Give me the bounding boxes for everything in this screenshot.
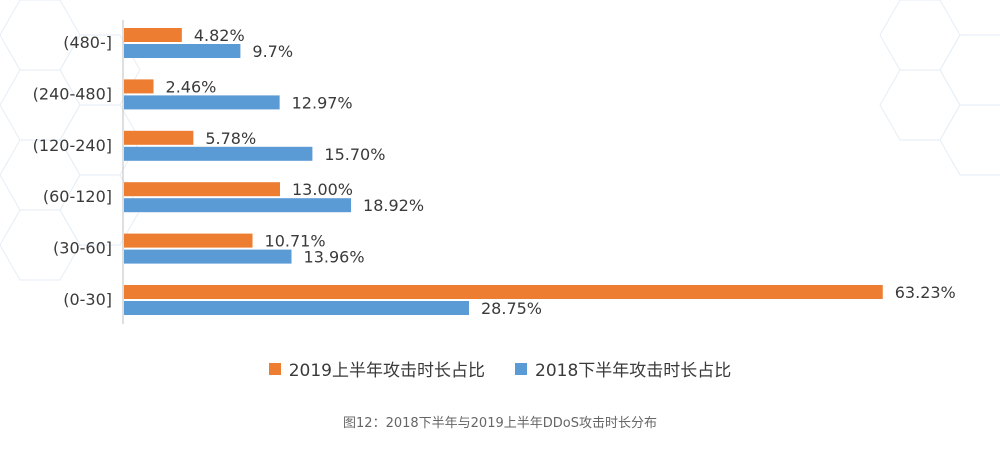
data-label-series1-cat-5: 28.75% <box>481 299 542 318</box>
bar-series1-cat-0 <box>124 44 241 58</box>
data-label-series1-cat-1: 12.97% <box>292 93 353 112</box>
legend-swatch-2018h2 <box>515 362 527 375</box>
bar-series0-cat-5 <box>124 285 883 299</box>
figure-caption: 图12：2018下半年与2019上半年DDoS攻击时长分布 <box>343 416 657 431</box>
data-label-series1-cat-0: 9.7% <box>252 42 293 61</box>
data-label-series0-cat-1: 2.46% <box>166 77 217 96</box>
bar-series1-cat-5 <box>124 301 469 315</box>
legend-label-2018h2: 2018下半年攻击时长占比 <box>535 361 732 381</box>
category-label-cat-1: (240-480] <box>33 84 112 103</box>
data-label-series0-cat-5: 63.23% <box>895 283 956 302</box>
bar-series0-cat-0 <box>124 28 182 42</box>
bar-series1-cat-3 <box>124 198 352 213</box>
bar-series0-cat-1 <box>124 79 154 94</box>
bar-series0-cat-3 <box>124 182 280 197</box>
legend: 2019上半年攻击时长占比 2018下半年攻击时长占比 <box>0 356 1000 381</box>
category-label-cat-4: (30-60] <box>53 239 112 258</box>
legend-item-2019h1: 2019上半年攻击时长占比 <box>268 356 485 381</box>
legend-label-2019h1: 2019上半年攻击时长占比 <box>288 361 485 381</box>
bar-series0-cat-2 <box>124 130 194 145</box>
data-label-series0-cat-0: 4.82% <box>194 26 245 45</box>
data-label-series0-cat-2: 5.78% <box>205 129 256 148</box>
legend-item-2018h2: 2018下半年攻击时长占比 <box>515 356 731 381</box>
data-label-series1-cat-2: 15.70% <box>324 145 385 164</box>
data-label-series0-cat-3: 13.00% <box>292 180 353 199</box>
category-label-cat-2: (120-240] <box>33 136 112 155</box>
bar-series1-cat-4 <box>124 249 292 264</box>
category-label-cat-0: (480-] <box>63 33 112 52</box>
bar-series0-cat-4 <box>124 233 253 248</box>
data-label-series1-cat-4: 13.96% <box>304 248 365 267</box>
data-label-series0-cat-4: 10.71% <box>265 232 326 251</box>
category-label-cat-3: (60-120] <box>43 187 112 206</box>
legend-swatch-2019h1 <box>268 362 281 375</box>
bar-series1-cat-2 <box>124 146 313 161</box>
category-label-cat-5: (0-30] <box>63 290 112 309</box>
data-label-series1-cat-3: 18.92% <box>363 196 424 215</box>
bar-series1-cat-1 <box>124 95 280 110</box>
